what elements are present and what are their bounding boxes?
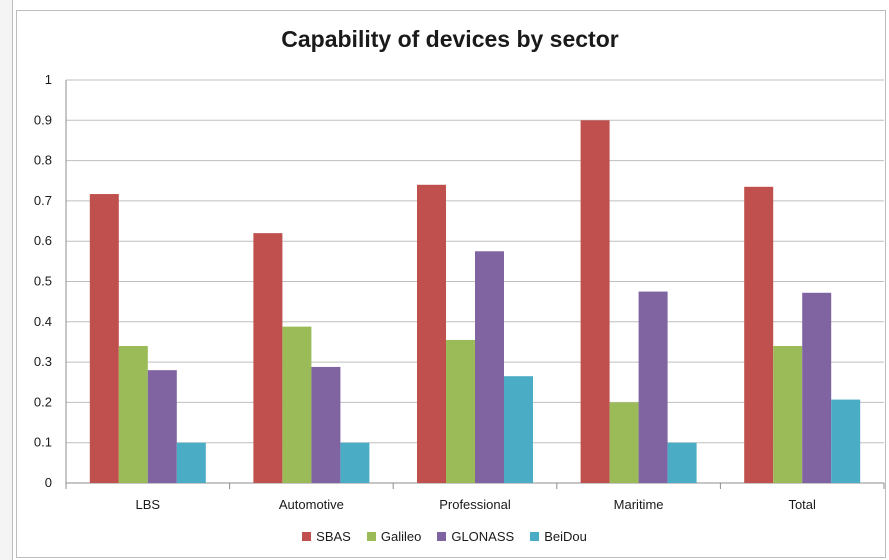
y-tick-label: 0.9 [34, 112, 52, 127]
legend-label: SBAS [316, 529, 351, 544]
y-tick-label: 0.1 [34, 435, 52, 450]
legend-item-galileo: Galileo [366, 529, 422, 544]
y-tick-label: 0.5 [34, 274, 52, 289]
bar-sbas-lbs [89, 194, 119, 483]
bar-beidou-maritime [667, 442, 697, 483]
bar-sbas-total [744, 186, 774, 484]
legend-label: BeiDou [544, 529, 587, 544]
legend-swatch [302, 532, 312, 541]
y-tick-label: 0.6 [34, 233, 52, 248]
legend-item-glonass: GLONASS [437, 529, 514, 544]
bar-galileo-lbs [118, 345, 148, 483]
legend-item-beidou: BeiDou [530, 529, 587, 544]
bar-beidou-lbs [176, 442, 206, 483]
y-tick-label: 0.7 [34, 193, 52, 208]
bar-galileo-maritime [609, 402, 639, 483]
y-tick-label: 0.8 [34, 153, 52, 168]
window-left-edge [0, 0, 13, 560]
x-tick-label: Professional [439, 497, 511, 512]
bar-glonass-maritime [638, 291, 668, 483]
bar-sbas-maritime [580, 120, 610, 484]
bar-sbas-automotive [253, 233, 283, 483]
x-tick-label: Maritime [614, 497, 664, 512]
chart-title: Capability of devices by sector [281, 26, 619, 52]
bar-glonass-total [802, 292, 832, 483]
legend-label: GLONASS [451, 529, 515, 544]
y-tick-label: 0 [45, 475, 52, 490]
y-tick-label: 0.2 [34, 394, 52, 409]
bar-galileo-professional [446, 339, 475, 483]
y-tick-label: 1 [45, 72, 52, 87]
x-tick-label: Automotive [279, 497, 344, 512]
bar-beidou-total [831, 399, 861, 483]
x-tick-label: LBS [136, 497, 161, 512]
legend-swatch [530, 532, 540, 541]
bar-galileo-total [773, 345, 803, 483]
bar-galileo-automotive [282, 326, 312, 483]
y-tick-label: 0.4 [34, 314, 52, 329]
bar-sbas-professional [417, 184, 446, 483]
bar-glonass-automotive [311, 366, 341, 483]
bar-beidou-professional [504, 376, 533, 483]
bar-beidou-automotive [340, 442, 370, 483]
chart-legend: SBAS Galileo GLONASS BeiDou [0, 529, 889, 544]
legend-item-sbas: SBAS [302, 529, 351, 544]
legend-swatch [366, 532, 376, 541]
legend-swatch [437, 532, 447, 541]
bar-glonass-lbs [147, 370, 177, 483]
x-tick-label: Total [788, 497, 816, 512]
legend-label: Galileo [380, 529, 422, 544]
bar-glonass-professional [475, 251, 504, 483]
y-tick-label: 0.3 [34, 354, 52, 369]
